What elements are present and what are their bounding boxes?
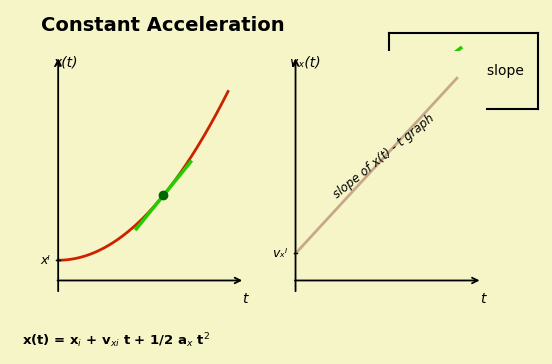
Text: Constant Acceleration: Constant Acceleration [41, 16, 285, 35]
Text: t: t [480, 292, 485, 306]
Text: xᴵ: xᴵ [40, 254, 50, 267]
Text: t: t [242, 292, 248, 306]
Text: vₓ(t): vₓ(t) [290, 55, 321, 70]
Text: vₓᴵ: vₓᴵ [272, 247, 287, 260]
Text: = slope: = slope [471, 64, 524, 78]
Text: slope of x(t) - t graph: slope of x(t) - t graph [331, 112, 437, 201]
Text: x(t) = x$_i$ + v$_{xi}$ t + 1/2 a$_x$ t$^2$: x(t) = x$_i$ + v$_{xi}$ t + 1/2 a$_x$ t$… [22, 331, 210, 350]
Text: x(t): x(t) [53, 55, 78, 70]
